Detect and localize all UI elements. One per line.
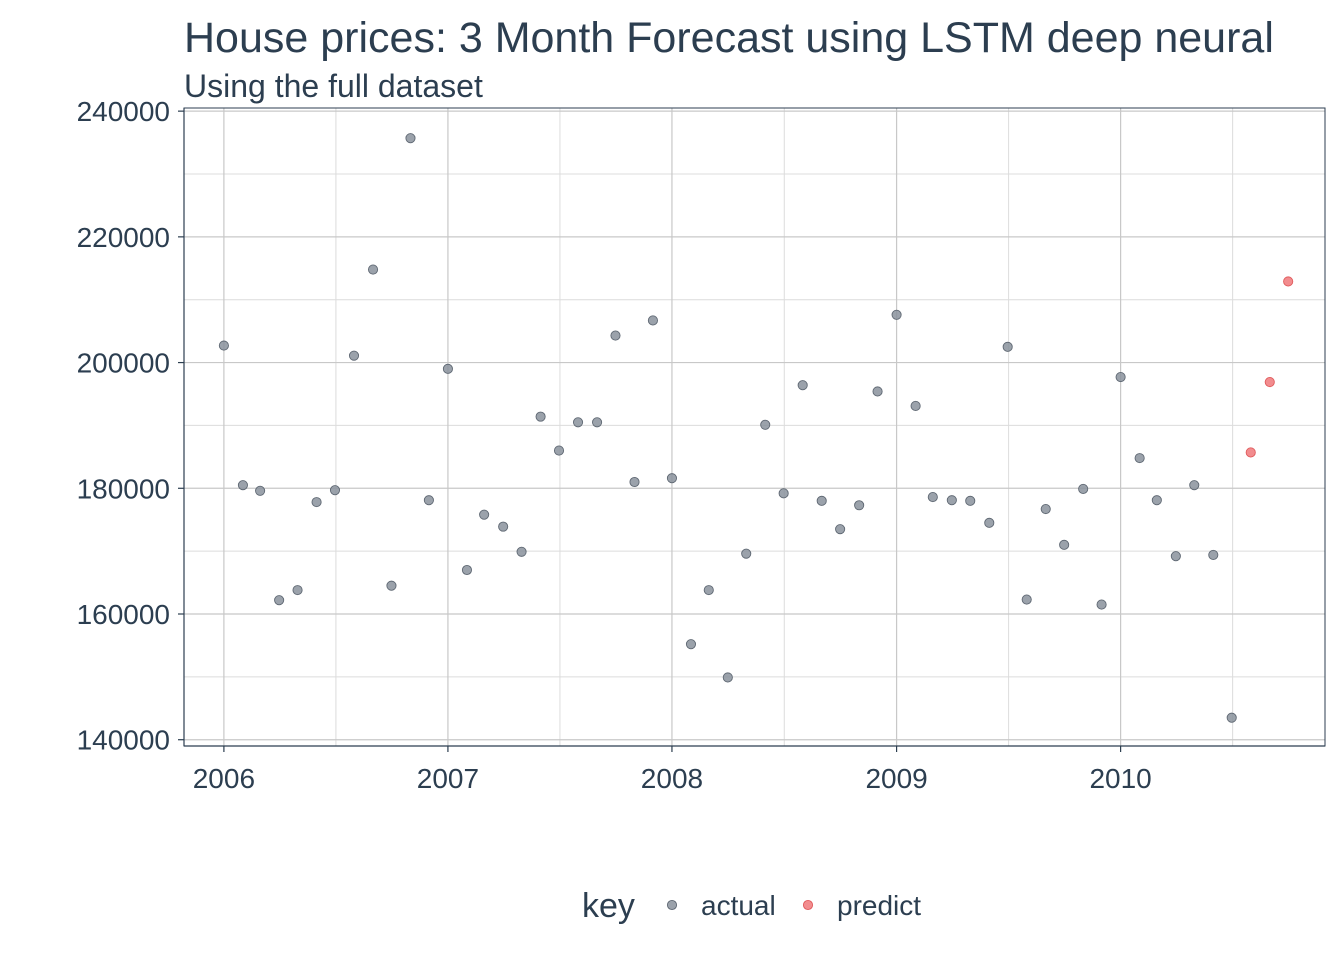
data-point-actual [685, 639, 697, 650]
legend-label-actual: actual [701, 890, 776, 921]
data-point-actual [386, 580, 397, 591]
data-point-actual [348, 350, 360, 361]
data-point-actual [1096, 599, 1107, 610]
data-point-actual [274, 595, 285, 606]
data-point-actual [367, 264, 379, 275]
data-point-actual [1078, 483, 1089, 494]
legend-label-predict: predict [837, 890, 921, 921]
data-point-actual [835, 524, 846, 535]
plot-panel-border [183, 107, 1326, 747]
legend-key-actual [666, 899, 678, 911]
data-point-actual [666, 473, 677, 484]
data-point-actual [592, 417, 603, 428]
data-point-actual [1115, 371, 1126, 383]
data-point-actual [647, 315, 658, 326]
data-point-predict [1283, 276, 1294, 287]
data-point-actual [535, 411, 546, 422]
data-point-actual [816, 495, 827, 506]
data-point-actual [854, 500, 865, 511]
data-point-actual [610, 330, 621, 341]
data-point-actual [1002, 341, 1013, 352]
data-point-actual [965, 495, 976, 506]
axes: 140000 160000 180000 200000 220000 240000 2006… [77, 96, 1325, 794]
data-point-actual [629, 476, 640, 488]
data-point-actual [778, 488, 789, 499]
legend-key-predict [802, 899, 814, 911]
data-point-actual [218, 340, 229, 351]
data-point-actual [1208, 549, 1219, 560]
data-point-actual [292, 585, 303, 596]
data-point-actual [946, 495, 957, 506]
data-point-actual [1021, 594, 1032, 605]
y-tick-label: 240000 [77, 96, 170, 127]
data-point-actual [927, 492, 938, 503]
x-tick-label: 2006 [193, 763, 255, 794]
data-point-actual [797, 380, 808, 391]
data-point-actual [703, 585, 714, 596]
data-point-actual [872, 386, 883, 397]
data-point-actual [255, 485, 266, 496]
legend: key actual predict [582, 887, 921, 925]
data-point-actual [237, 480, 248, 491]
x-tick-label: 2009 [865, 763, 927, 794]
data-point-actual [405, 133, 416, 144]
grid-lines [184, 108, 1325, 746]
data-point-actual [891, 309, 902, 320]
data-point-predict [1245, 447, 1256, 458]
data-point-actual [1189, 480, 1200, 491]
y-tick-label: 200000 [77, 348, 170, 379]
data-point-actual [741, 548, 752, 559]
chart-title: House prices: 3 Month Forecast using LST… [184, 14, 1274, 62]
data-point-actual [572, 417, 584, 428]
data-point-predict [1264, 377, 1275, 388]
legend-title: key [582, 887, 635, 925]
data-point-actual [461, 564, 472, 576]
data-point-actual [553, 445, 565, 456]
data-point-actual [1040, 503, 1051, 515]
data-point-actual [1134, 453, 1145, 464]
data-point-actual [910, 400, 921, 411]
y-tick-label: 160000 [77, 599, 170, 630]
x-tick-label: 2010 [1089, 763, 1151, 794]
data-points [218, 133, 1294, 723]
data-point-actual [442, 363, 453, 374]
data-point-actual [984, 517, 995, 528]
chart-subtitle: Using the full dataset [184, 68, 483, 104]
data-point-actual [760, 419, 771, 430]
y-tick-label: 180000 [77, 473, 170, 504]
data-point-actual [498, 521, 509, 532]
data-point-actual [722, 672, 733, 683]
data-point-actual [1170, 551, 1181, 562]
data-point-actual [479, 509, 490, 520]
data-point-actual [1059, 539, 1070, 550]
data-point-actual [423, 495, 434, 506]
data-point-actual [1151, 495, 1162, 506]
y-tick-label: 140000 [77, 725, 170, 756]
data-point-actual [311, 497, 322, 508]
data-point-actual [329, 485, 341, 496]
x-tick-label: 2008 [641, 763, 703, 794]
y-tick-label: 220000 [77, 222, 170, 253]
x-tick-label: 2007 [417, 763, 479, 794]
data-point-actual [1226, 712, 1237, 723]
data-point-actual [516, 546, 527, 557]
